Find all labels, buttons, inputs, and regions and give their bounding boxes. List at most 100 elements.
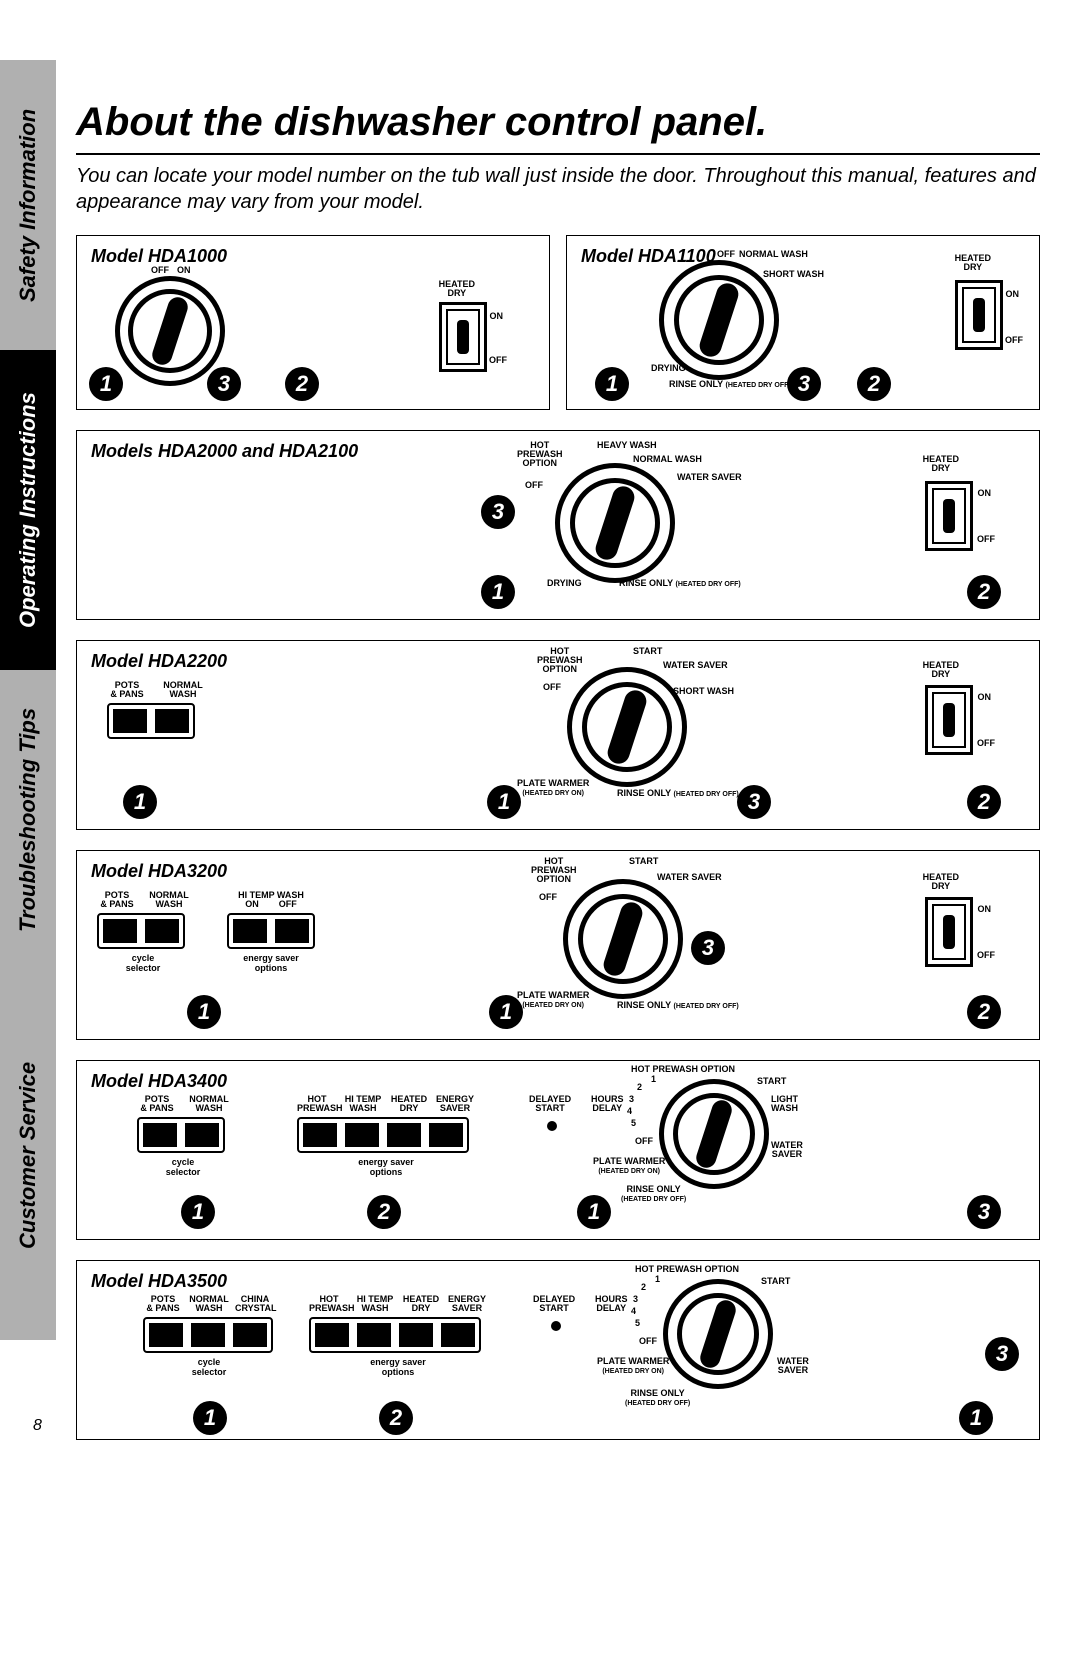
label-off: OFF: [977, 951, 995, 960]
label-off: OFF: [635, 1137, 653, 1146]
badge-1: 1: [959, 1401, 993, 1435]
hour-4: 4: [627, 1107, 632, 1116]
label-hot-prewash: HOT PREWASH OPTION: [537, 647, 583, 674]
label-heated-dry: HEATED DRY: [389, 1095, 429, 1113]
panel-hda2000: Models HDA2000 and HDA2100 HOT PREWASH O…: [76, 430, 1040, 620]
panel-hda1000: Model HDA1000 OFF ON 1 3 2 HEATED DRY ON…: [76, 235, 550, 410]
label-water-saver: WATER SAVER: [771, 1141, 803, 1159]
label-heated-dry: HEATED DRY: [923, 455, 959, 473]
badge-3: 3: [787, 367, 821, 401]
switch-icon: [925, 685, 973, 755]
panel-hda2200: Model HDA2200 POTS & PANS NORMAL WASH 1 …: [76, 640, 1040, 830]
label-hot-prewash: HOT PREWASH: [309, 1295, 349, 1313]
label-hot-prewash-opt: HOT PREWASH OPTION: [635, 1265, 739, 1274]
label-hi-temp-wash: HI TEMP WASH: [355, 1295, 395, 1313]
dial-icon: [567, 667, 687, 787]
label-hours-delay: HOURS DELAY: [595, 1295, 628, 1313]
panel-hda3400: Model HDA3400 POTS & PANS NORMAL WASH cy…: [76, 1060, 1040, 1240]
label-off: OFF: [151, 266, 169, 275]
label-drying: DRYING: [547, 579, 582, 588]
label-hi-temp-wash: HI TEMP WASH: [343, 1095, 383, 1113]
indicator-dot: [547, 1121, 557, 1131]
label-plate-warmer: PLATE WARMER(HEATED DRY ON): [593, 1157, 665, 1175]
label-start: START: [633, 647, 662, 656]
switch-icon: [439, 302, 487, 372]
label-plate-warmer: PLATE WARMER(HEATED DRY ON): [517, 779, 589, 797]
badge-2: 2: [857, 367, 891, 401]
page-title: About the dishwasher control panel.: [76, 100, 1040, 145]
dial-icon: [659, 1079, 769, 1189]
badge-3: 3: [737, 785, 771, 819]
badge-3: 3: [967, 1195, 1001, 1229]
label-off: OFF: [1005, 336, 1023, 345]
tab-safety[interactable]: Safety Information: [0, 60, 56, 350]
badge-2: 2: [367, 1195, 401, 1229]
hour-3: 3: [633, 1295, 638, 1304]
label-off: OFF: [539, 893, 557, 902]
label-normal-wash: NORMAL WASH: [163, 681, 203, 699]
label-hot-prewash: HOT PREWASH OPTION: [517, 441, 563, 468]
badge-1: 1: [577, 1195, 611, 1229]
badge-1-left: 1: [123, 785, 157, 819]
label-hot-prewash: HOT PREWASH: [297, 1095, 337, 1113]
label-energy-saver: energy saver options: [227, 953, 315, 973]
label-delayed-start: DELAYED START: [533, 1295, 575, 1313]
label-plate-warmer: PLATE WARMER(HEATED DRY ON): [597, 1357, 669, 1375]
label-off: OFF: [543, 683, 561, 692]
hour-2: 2: [637, 1083, 642, 1092]
tab-operating[interactable]: Operating Instructions: [0, 350, 56, 670]
badge-3: 3: [481, 495, 515, 529]
rocker-cycle: [97, 913, 185, 949]
label-start: START: [629, 857, 658, 866]
badge-1: 1: [595, 367, 629, 401]
label-drying: DRYING: [651, 364, 686, 373]
tab-customer-service[interactable]: Customer Service: [0, 970, 56, 1340]
badge-2: 2: [967, 785, 1001, 819]
dial-icon: [659, 260, 779, 380]
label-heavy-wash: HEAVY WASH: [597, 441, 657, 450]
side-tabs: Safety Information Operating Instruction…: [0, 60, 56, 1480]
title-rule: [76, 153, 1040, 155]
label-rinse-only: RINSE ONLY (HEATED DRY OFF): [617, 789, 739, 798]
label-pots-pans: POTS & PANS: [107, 681, 147, 699]
label-delayed-start: DELAYED START: [529, 1095, 571, 1113]
label-normal-wash: NORMAL WASH: [189, 1095, 229, 1113]
label-water-saver: WATER SAVER: [663, 661, 728, 670]
label-off: OFF: [279, 900, 297, 909]
label-normal-wash: NORMAL WASH: [739, 250, 808, 259]
label-start: START: [757, 1077, 786, 1086]
label-hot-prewash: HOT PREWASH OPTION: [531, 857, 577, 884]
indicator-dot: [551, 1321, 561, 1331]
label-cycle-selector: cycle selector: [137, 1157, 229, 1177]
label-pots-pans: POTS & PANS: [97, 891, 137, 909]
label-energy-saver-opts: energy saver options: [297, 1157, 475, 1177]
label-on: ON: [1006, 290, 1020, 299]
intro-text: You can locate your model number on the …: [76, 163, 1040, 215]
badge-1: 1: [489, 995, 523, 1029]
label-off: OFF: [717, 250, 735, 259]
switch-icon: [925, 481, 973, 551]
switch-icon: [925, 897, 973, 967]
page-number: 8: [33, 1417, 42, 1435]
badge-2: 2: [967, 995, 1001, 1029]
label-off: OFF: [489, 356, 507, 365]
label-energy-saver: ENERGY SAVER: [435, 1095, 475, 1113]
label-hot-prewash-opt: HOT PREWASH OPTION: [631, 1065, 735, 1074]
label-plate-warmer: PLATE WARMER(HEATED DRY ON): [517, 991, 589, 1009]
label-heated-dry: HEATED DRY: [923, 661, 959, 679]
label-short-wash: SHORT WASH: [673, 687, 734, 696]
label-heated-dry: HEATED DRY: [439, 280, 475, 298]
label-heated-dry: HEATED DRY: [955, 254, 991, 272]
badge-3: 3: [207, 367, 241, 401]
rocker-energy: [297, 1117, 469, 1153]
label-on: ON: [245, 900, 259, 909]
tab-troubleshooting[interactable]: Troubleshooting Tips: [0, 670, 56, 970]
label-start: START: [761, 1277, 790, 1286]
dial-icon: [563, 879, 683, 999]
dial-icon: [115, 276, 225, 386]
label-heated-dry: HEATED DRY: [401, 1295, 441, 1313]
rocker-energy: [309, 1317, 481, 1353]
badge-3: 3: [985, 1337, 1019, 1371]
hour-4: 4: [631, 1307, 636, 1316]
label-hours-delay: HOURS DELAY: [591, 1095, 624, 1113]
